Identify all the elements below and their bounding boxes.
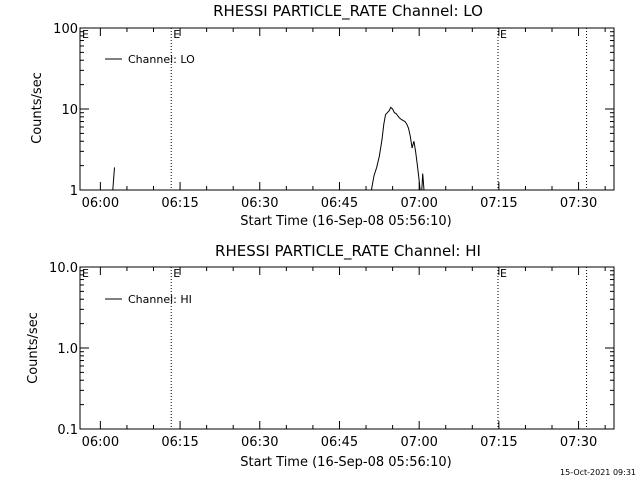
lo-x-tick-label: 06:15 — [161, 196, 198, 211]
hi-left-edge-e-label: E — [82, 267, 89, 280]
lo-legend-label: Channel: LO — [128, 53, 195, 66]
hi-y-tick-label: 10.0 — [49, 261, 78, 276]
hi-x-axis-label: Start Time (16-Sep-08 05:56:10) — [240, 455, 451, 470]
lo-x-tick-label: 07:30 — [560, 196, 597, 211]
lo-channel-panel: RHESSI PARTICLE_RATE Channel: LO Counts/… — [30, 2, 615, 229]
lo-chart-title: RHESSI PARTICLE_RATE Channel: LO — [213, 2, 483, 21]
hi-x-tick-label: 06:00 — [82, 435, 119, 450]
lo-x-axis-label: Start Time (16-Sep-08 05:56:10) — [240, 214, 451, 229]
lo-x-tick-label: 06:45 — [321, 196, 358, 211]
hi-x-tick-label: 07:30 — [560, 435, 597, 450]
hi-x-tick-label: 06:30 — [241, 435, 278, 450]
hi-y-tick-label: 0.1 — [57, 423, 78, 438]
hi-chart-title: RHESSI PARTICLE_RATE Channel: HI — [215, 242, 481, 261]
lo-series-segment-0 — [112, 167, 115, 191]
lo-y-tick-label: 10 — [61, 103, 78, 118]
lo-series-segment-2 — [421, 173, 425, 191]
lo-event-marker-label: E — [500, 28, 507, 41]
lo-y-axis-label: Counts/sec — [30, 72, 45, 144]
lo-y-tick-label: 100 — [53, 22, 78, 37]
hi-y-axis-label: Counts/sec — [26, 312, 41, 384]
hi-x-tick-label: 07:15 — [480, 435, 517, 450]
hi-y-tick-label: 1.0 — [57, 342, 78, 357]
lo-x-tick-label: 06:00 — [82, 196, 119, 211]
lo-x-tick-label: 07:15 — [480, 196, 517, 211]
hi-plot-frame — [79, 266, 615, 430]
hi-x-tick-label: 07:00 — [400, 435, 437, 450]
lo-series-segment-1 — [370, 106, 421, 191]
hi-channel-panel: RHESSI PARTICLE_RATE Channel: HI Counts/… — [26, 242, 615, 470]
generation-timestamp: 15-Oct-2021 09:31 — [560, 468, 636, 477]
lo-event-marker-label: E — [173, 28, 180, 41]
hi-event-marker-label: E — [500, 267, 507, 280]
lo-y-tick-label: 1 — [70, 184, 78, 199]
lo-x-tick-label: 07:00 — [400, 196, 437, 211]
lo-left-edge-e-label: E — [82, 28, 89, 41]
lo-x-tick-label: 06:30 — [241, 196, 278, 211]
hi-x-tick-label: 06:45 — [321, 435, 358, 450]
hi-event-marker-label: E — [173, 267, 180, 280]
hi-legend-label: Channel: HI — [128, 293, 192, 306]
hi-x-tick-label: 06:15 — [161, 435, 198, 450]
